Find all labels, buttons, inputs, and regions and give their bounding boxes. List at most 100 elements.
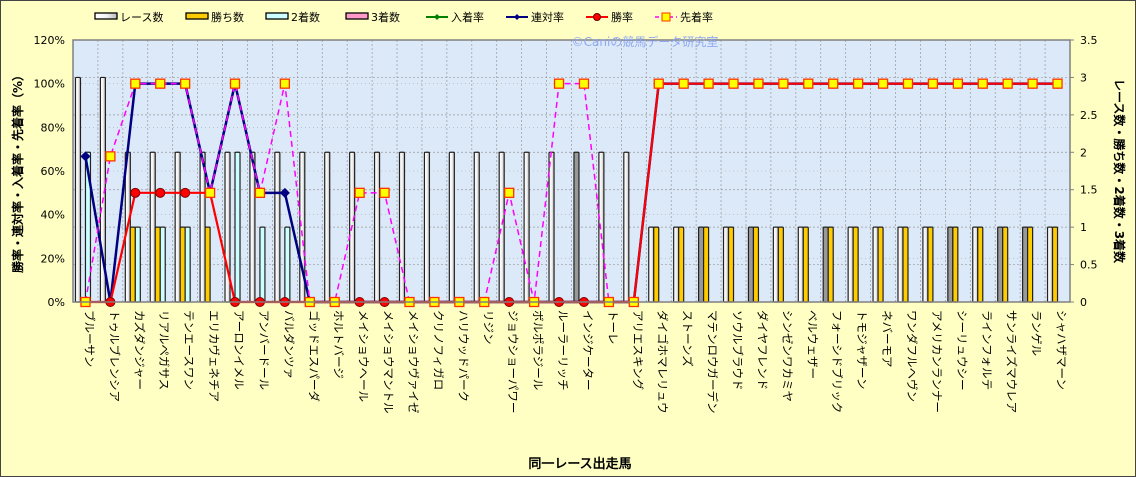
race-count-bar: [149, 151, 156, 303]
wins-bar: [777, 226, 784, 303]
x-tick-label: リアルペガサス: [157, 310, 171, 390]
senchaku-rate-point: [852, 78, 864, 89]
second-place-bar: [184, 226, 191, 303]
race-count-bar: [697, 226, 705, 303]
x-tick-label: シャハザマーン: [1055, 310, 1069, 390]
x-tick-label: フォーシドブリック: [830, 310, 844, 413]
senchaku-rate-point: [279, 78, 291, 89]
senchaku-rate-point: [703, 78, 714, 89]
second-place-bar: [159, 226, 166, 303]
legend-item-5: 連対率: [506, 10, 564, 24]
legend-label: 勝率: [611, 10, 633, 24]
x-tick-label: ダイヤフレンド: [755, 310, 769, 390]
x-tick-label: メイショウヴァイゼ: [406, 310, 420, 414]
senchaku-rate-point: [728, 78, 739, 89]
x-axis-labels: ブルーサン トゥルブレンシア カズダンジャー リアルペガサス テンエースワン エリカヴェネ…: [82, 310, 1068, 414]
win-rate-point: [130, 187, 141, 198]
legend-marker-icon: [434, 14, 440, 20]
x-tick-label: ワンダフルヘヴン: [905, 310, 919, 402]
x-tick-label: メイショウマントル: [382, 310, 396, 414]
senchaku-rate-point: [578, 78, 590, 89]
senchaku-rate-point: [753, 78, 764, 89]
wins-bar: [952, 226, 959, 303]
right-tick-label: 1: [1080, 221, 1087, 234]
race-count-bar: [199, 151, 206, 303]
senchaku-rate-point: [927, 78, 939, 89]
race-count-bar: [722, 226, 730, 303]
legend-swatch: [345, 12, 369, 20]
senchaku-rate-point: [678, 78, 689, 89]
race-count-bar: [822, 226, 829, 303]
senchaku-rate-point: [553, 78, 565, 89]
right-tick-label: 2: [1080, 146, 1087, 159]
legend-label: レース数: [120, 11, 163, 24]
senchaku-rate-point: [1027, 78, 1038, 89]
x-tick-label: クリノフィガロ: [431, 310, 445, 390]
senchaku-rate-point: [379, 187, 390, 198]
x-tick-label: ラインフォルテ: [980, 310, 994, 390]
rentai-rate-point: [279, 187, 290, 198]
bars: [74, 76, 1059, 303]
race-count-bar: [473, 151, 480, 303]
senchaku-rate-point: [877, 78, 889, 89]
left-tick-label: 60%: [41, 165, 65, 178]
left-tick-label: 120%: [34, 34, 65, 47]
race-count-bar: [423, 151, 431, 303]
senchaku-rate-point: [229, 78, 241, 89]
race-count-bar: [573, 151, 580, 303]
wins-bar: [1002, 226, 1009, 303]
senchaku-rate-point: [977, 78, 988, 89]
x-tick-label: ジョウショーパワー: [506, 310, 520, 413]
race-count-bar: [997, 226, 1004, 303]
x-tick-label: トーレ: [606, 310, 620, 345]
legend-label: 勝ち数: [211, 10, 244, 24]
wins-bar: [129, 226, 136, 303]
x-tick-label: アメリカンランナー: [930, 310, 944, 413]
left-tick-label: 40%: [41, 209, 65, 222]
x-tick-label: インジケーター: [581, 310, 595, 391]
wins-bar: [154, 226, 161, 303]
race-count-bar: [373, 151, 381, 303]
right-tick-label: 2.5: [1080, 109, 1098, 122]
x-tick-label: ネバーモア: [880, 310, 894, 368]
wins-bar: [752, 226, 760, 303]
left-tick-label: 80%: [41, 121, 65, 134]
right-tick-label: 3.5: [1080, 34, 1098, 47]
wins-bar: [1051, 226, 1059, 303]
left-tick-label: 100%: [34, 78, 65, 91]
x-tick-label: メイショウヘール: [357, 310, 371, 402]
race-count-bar: [872, 226, 879, 303]
race-count-bar: [74, 76, 82, 303]
legend-item-6: 勝率: [586, 10, 633, 24]
x-tick-label: リジン: [481, 310, 495, 345]
x-tick-label: ハリウッドパーク: [456, 310, 470, 402]
wins-bar: [204, 226, 211, 303]
left-axis-ticks: 0% 20% 40% 60% 80% 100% 120%: [34, 34, 65, 309]
race-count-bar: [274, 151, 281, 303]
race-count-bar: [673, 226, 680, 303]
legend-label: 2着数: [291, 10, 320, 24]
x-tick-label: ブルーサン: [82, 310, 96, 367]
wins-bar: [977, 226, 984, 303]
legend-marker-icon: [593, 13, 601, 21]
plot-area: [73, 40, 1070, 302]
left-axis-title: 勝率・連対率・入着率・先着率（%）: [10, 69, 25, 273]
second-place-bar: [134, 226, 141, 303]
race-count-bar: [324, 151, 331, 303]
legend-swatch: [94, 12, 118, 20]
legend-marker-icon: [661, 12, 671, 22]
legend-swatch: [185, 12, 209, 20]
right-tick-label: 0: [1080, 296, 1087, 309]
race-count-bar: [448, 151, 455, 303]
x-tick-label: ボルポラジール: [531, 310, 545, 390]
wins-bar: [802, 226, 809, 303]
senchaku-rate-point: [130, 78, 141, 89]
plot-border: [72, 39, 1071, 303]
second-place-bar: [234, 151, 241, 303]
senchaku-rate-point: [828, 78, 839, 89]
legend-label: 連対率: [531, 10, 564, 24]
right-tick-label: 0.5: [1080, 259, 1098, 272]
watermark: ©Caniの競馬データ研究室: [572, 34, 719, 49]
race-count-bar: [648, 226, 655, 303]
wins-bar: [902, 226, 909, 303]
